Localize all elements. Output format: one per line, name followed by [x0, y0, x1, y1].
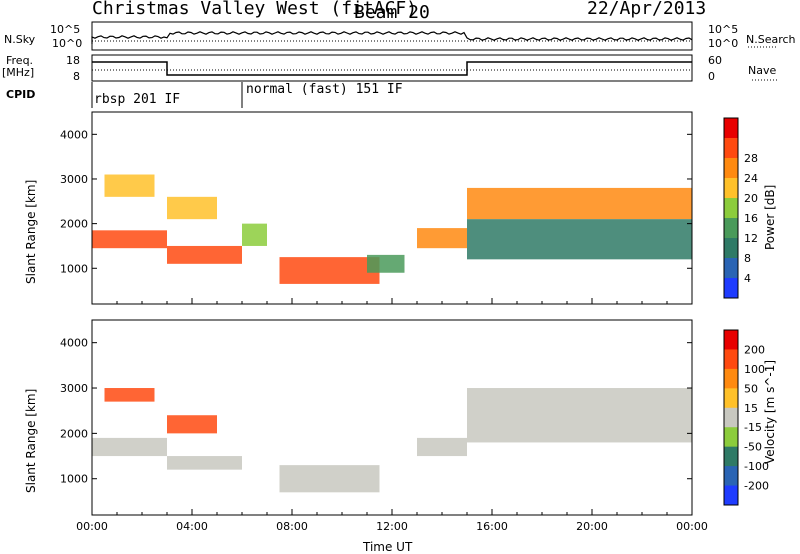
freq-unit-label: [MHz]	[2, 66, 35, 79]
velocity-band-3	[279, 465, 380, 493]
station-title: Christmas Valley West (fitACF)	[92, 0, 418, 19]
freq-label: Freq.	[6, 54, 34, 67]
power-band-9	[467, 187, 692, 220]
noise-tick-left-lo: 10^0	[52, 37, 83, 50]
power-colorbar-swatch-5	[724, 198, 738, 219]
power-band-7	[367, 254, 405, 273]
date-title: 22/Apr/2013	[587, 0, 707, 19]
power-ytick-label-2: 2000	[60, 218, 88, 231]
velocity-colorbar-swatch-2	[724, 349, 738, 370]
power-colorbar-swatch-7	[724, 238, 738, 259]
xtick-label-2: 04:00	[176, 520, 208, 533]
nave-tick-hi: 60	[708, 54, 722, 67]
xtick-label-4: 12:00	[376, 520, 408, 533]
beam-title: Beam 20	[354, 2, 430, 23]
power-band-6	[167, 196, 217, 220]
power-band-1	[92, 230, 167, 249]
power-colorbar-swatch-8	[724, 258, 738, 279]
velocity-colorbar-tick-7: -100	[744, 460, 769, 473]
noise-trace	[91, 31, 693, 44]
freq-tick-hi: 18	[66, 54, 80, 67]
xtick-label-7: 00:00	[676, 520, 708, 533]
velocity-colorbar-frame	[723, 329, 739, 506]
xtick-label-3: 08:00	[276, 520, 308, 533]
nave-tick-lo: 0	[708, 70, 715, 83]
cpid-label: CPID	[6, 88, 36, 101]
power-colorbar-tick-4: 16	[744, 212, 758, 225]
power-colorbar-tick-6: 24	[744, 172, 758, 185]
xtick-label-1: 00:00	[76, 520, 108, 533]
freq-tick-lo: 8	[73, 70, 80, 83]
velocity-band-4	[104, 388, 155, 402]
velocity-colorbar-swatch-7	[724, 446, 738, 467]
power-ytick-label-1: 1000	[60, 262, 88, 275]
power-band-5	[104, 174, 155, 197]
power-ytick-label-3: 3000	[60, 173, 88, 186]
power-band-3	[242, 223, 267, 246]
velocity-ytick-label-2: 2000	[60, 427, 88, 440]
power-colorbar-swatch-4	[724, 178, 738, 199]
cpid-segment-1: rbsp 201 IF	[94, 92, 181, 107]
power-band-4	[279, 257, 380, 284]
power-colorbar-swatch-6	[724, 218, 738, 239]
power-colorbar-tick-2: 8	[744, 252, 751, 265]
power-band-8	[417, 228, 467, 249]
velocity-colorbar-swatch-9	[724, 485, 738, 506]
velocity-colorbar-tick-4: 15	[744, 402, 758, 415]
noise-tick-right-hi: 10^5	[708, 23, 739, 36]
velocity-colorbar-swatch-6	[724, 427, 738, 448]
velocity-colorbar-swatch-3	[724, 368, 738, 389]
velocity-colorbar-swatch-8	[724, 466, 738, 487]
velocity-colorbar-tick-1: 200	[744, 343, 765, 356]
noise-tick-right-lo: 10^0	[708, 37, 739, 50]
velocity-band-5	[167, 415, 217, 434]
velocity-band-2	[167, 456, 242, 470]
xtick-label-6: 20:00	[576, 520, 608, 533]
power-colorbar-tick-1: 4	[744, 272, 751, 285]
velocity-colorbar-swatch-1	[724, 330, 738, 350]
power-colorbar-swatch-9	[724, 278, 738, 299]
noise-panel	[91, 21, 693, 51]
power-colorbar-swatch-2	[724, 138, 738, 159]
velocity-colorbar-tick-8: -200	[744, 480, 769, 493]
power-band-2	[167, 245, 242, 264]
velocity-colorbar-tick-5: -15	[744, 421, 762, 434]
velocity-band-7	[467, 388, 692, 443]
power-colorbar-tick-7: 28	[744, 152, 758, 165]
velocity-colorbar-tick-2: 100	[744, 363, 765, 376]
power-colorbar-tick-3: 12	[744, 232, 758, 245]
noise-tick-left-hi: 10^5	[50, 23, 81, 36]
x-axis-title: Time UT	[363, 540, 413, 554]
power-colorbar-swatch-1	[724, 118, 738, 139]
frequency-trace	[92, 61, 692, 76]
nsearch-label: N.Search	[746, 33, 796, 46]
velocity-ytick-label-1: 1000	[60, 473, 88, 486]
power-band-10	[467, 219, 692, 260]
power-colorbar-tick-5: 20	[744, 192, 758, 205]
freq-panel	[91, 54, 693, 82]
velocity-colorbar-tick-6: -50	[744, 441, 762, 454]
cpid-segment-2: normal (fast) 151 IF	[246, 82, 403, 97]
velocity-colorbar-swatch-5	[724, 407, 738, 428]
velocity-ytick-label-4: 4000	[60, 337, 88, 350]
power-colorbar-swatch-3	[724, 158, 738, 179]
power-colorbar-frame	[723, 117, 739, 299]
velocity-band-6	[417, 437, 467, 457]
velocity-colorbar-tick-3: 50	[744, 382, 758, 395]
velocity-ytick-label-3: 3000	[60, 382, 88, 395]
velocity-colorbar-swatch-4	[724, 388, 738, 409]
power-ytick-label-4: 4000	[60, 128, 88, 141]
nsky-label: N.Sky	[4, 33, 36, 46]
nave-label: Nave	[748, 64, 777, 77]
xtick-label-5: 16:00	[476, 520, 508, 533]
velocity-band-1	[92, 437, 167, 457]
